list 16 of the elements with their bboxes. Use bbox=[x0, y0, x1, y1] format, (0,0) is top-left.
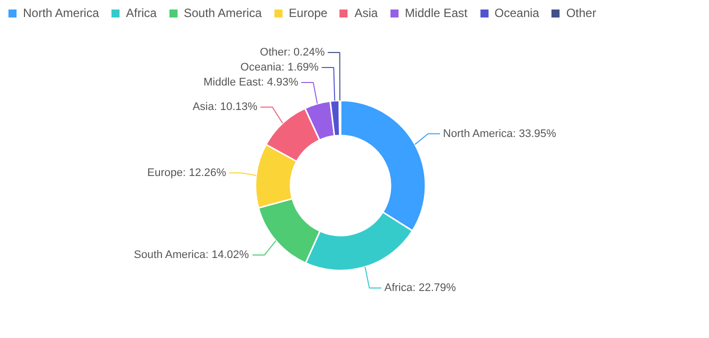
legend-label: North America bbox=[23, 6, 100, 20]
legend-label: Middle East bbox=[404, 6, 468, 20]
data-label: Europe: 12.26% bbox=[147, 166, 226, 179]
legend-label: Oceania bbox=[494, 6, 540, 20]
legend-label: Asia bbox=[354, 6, 378, 20]
data-label: Africa: 22.79% bbox=[384, 282, 456, 294]
data-label: North America: 33.95% bbox=[443, 128, 556, 140]
legend-label: Europe bbox=[288, 6, 328, 20]
legend-label: Africa bbox=[126, 6, 157, 20]
data-label: Asia: 10.13% bbox=[192, 101, 258, 114]
data-label: Middle East: 4.93% bbox=[203, 76, 298, 89]
data-label: South America: 14.02% bbox=[134, 249, 250, 262]
legend-label: Other bbox=[566, 6, 596, 20]
legend-label: South America bbox=[184, 6, 262, 20]
data-label: Other: 0.24% bbox=[260, 46, 325, 59]
data-label: Oceania: 1.69% bbox=[240, 62, 319, 74]
